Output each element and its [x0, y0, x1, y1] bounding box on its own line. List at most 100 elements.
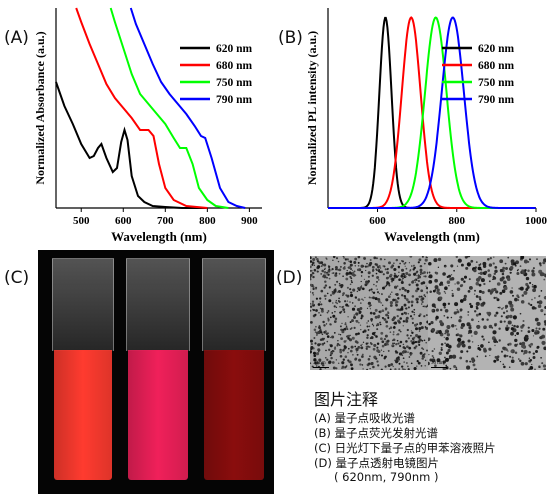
- tem-particle: [402, 343, 405, 346]
- tem-particle: [482, 261, 487, 266]
- absorbance-chart: 500 600 700 800 900 Wavelength (nm) Normalized…: [33, 7, 262, 244]
- tem-particle: [325, 332, 329, 336]
- tem-particle: [351, 319, 354, 323]
- tem-particle: [312, 351, 317, 355]
- tem-particle: [446, 316, 449, 319]
- tem-particle: [446, 325, 451, 329]
- tem-particle: [475, 301, 480, 306]
- tem-particle: [341, 361, 345, 365]
- tem-particle: [420, 273, 422, 276]
- tem-particle: [395, 303, 398, 307]
- tem-particle: [319, 297, 322, 300]
- tem-particle: [382, 265, 385, 267]
- tem-particle: [502, 271, 504, 273]
- tem-particle: [339, 305, 341, 308]
- tem-particle: [444, 308, 449, 313]
- tem-particle: [479, 271, 484, 275]
- tem-particle: [326, 271, 328, 274]
- tem-particle: [411, 317, 414, 320]
- tem-particle: [367, 301, 371, 305]
- tem-particle: [507, 350, 509, 352]
- tem-particle: [487, 273, 492, 278]
- tem-particle: [310, 302, 312, 305]
- tem-particle: [450, 264, 454, 268]
- tem-particle: [342, 256, 345, 258]
- tem-particle: [335, 299, 337, 302]
- series-line: [328, 16, 536, 209]
- tem-particle: [499, 320, 503, 324]
- tem-particle: [342, 328, 345, 331]
- tem-particle: [529, 366, 534, 370]
- tem-particle: [405, 298, 409, 301]
- tem-particle: [388, 284, 391, 287]
- tem-particle: [507, 314, 510, 318]
- tem-particle: [446, 333, 450, 337]
- tem-particle: [323, 263, 327, 267]
- tem-particle: [355, 347, 359, 351]
- tem-particle: [328, 348, 331, 351]
- tem-particle: [454, 324, 457, 327]
- tem-particle: [484, 270, 488, 274]
- tem-particle: [467, 314, 469, 316]
- tem-particle: [364, 265, 367, 268]
- tem-particle: [415, 345, 418, 348]
- tem-particle: [519, 342, 522, 346]
- tem-particle: [358, 347, 361, 349]
- tem-particle: [475, 261, 478, 263]
- tem-particle: [407, 313, 410, 315]
- tem-particle: [310, 362, 312, 365]
- tem-particle: [336, 302, 339, 305]
- tem-particle: [338, 272, 341, 275]
- tem-particle: [360, 314, 364, 318]
- tem-particle: [397, 308, 400, 311]
- tem-particle: [346, 294, 350, 298]
- tem-particle: [346, 328, 349, 331]
- tem-particle: [501, 289, 506, 294]
- tem-particle: [372, 325, 375, 327]
- tem-particle: [398, 321, 401, 324]
- tem-particle: [459, 308, 463, 312]
- tem-particle: [527, 302, 530, 305]
- tem-particle: [378, 310, 381, 313]
- tem-particle: [512, 315, 517, 320]
- tem-particle: [510, 350, 514, 353]
- tem-particle: [528, 258, 532, 261]
- tem-particle: [495, 290, 499, 294]
- tem-particle: [404, 261, 407, 264]
- tem-particle: [493, 359, 497, 363]
- tem-particle: [401, 294, 404, 297]
- tem-particle: [342, 308, 346, 311]
- tem-particle: [509, 314, 513, 319]
- tem-particle: [466, 365, 471, 370]
- tem-particle: [373, 256, 377, 260]
- tem-particle: [338, 268, 342, 272]
- tem-particle: [415, 289, 418, 293]
- tem-particle: [543, 313, 546, 316]
- tem-particle: [451, 324, 455, 328]
- cuvette-photo: [38, 250, 274, 494]
- tem-particle: [540, 356, 542, 359]
- series-line: [55, 81, 208, 209]
- tem-particle: [401, 279, 403, 281]
- tem-particle: [471, 360, 475, 363]
- tem-particle: [355, 320, 359, 323]
- tem-particle: [459, 315, 463, 319]
- tem-particle: [384, 365, 387, 368]
- pl-chart: 600 800 1000 Wavelength (nm) Normalized PL i…: [305, 8, 548, 244]
- tem-particle: [423, 339, 426, 342]
- tem-particle: [402, 325, 404, 327]
- tem-particle: [337, 339, 339, 342]
- tem-particle: [405, 267, 408, 270]
- tem-particle: [419, 264, 423, 268]
- tem-particle: [539, 335, 543, 340]
- tem-particle: [384, 285, 387, 288]
- tem-particle: [377, 364, 380, 367]
- tem-particle: [523, 353, 525, 355]
- tem-particle: [478, 272, 480, 275]
- tem-particle: [387, 364, 391, 367]
- tem-particle: [517, 299, 520, 301]
- tem-particle: [310, 275, 312, 279]
- tem-particle: [384, 307, 388, 310]
- tem-particle: [339, 333, 342, 336]
- tem-particle: [373, 355, 377, 359]
